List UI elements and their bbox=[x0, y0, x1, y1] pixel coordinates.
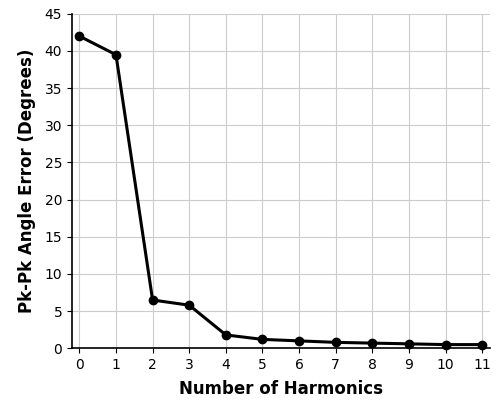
Y-axis label: Pk-Pk Angle Error (Degrees): Pk-Pk Angle Error (Degrees) bbox=[18, 49, 36, 313]
X-axis label: Number of Harmonics: Number of Harmonics bbox=[179, 381, 383, 398]
